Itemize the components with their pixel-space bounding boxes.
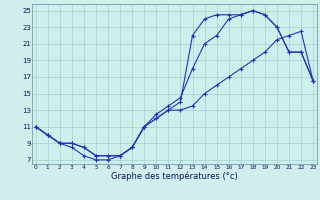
X-axis label: Graphe des températures (°c): Graphe des températures (°c) <box>111 171 238 181</box>
